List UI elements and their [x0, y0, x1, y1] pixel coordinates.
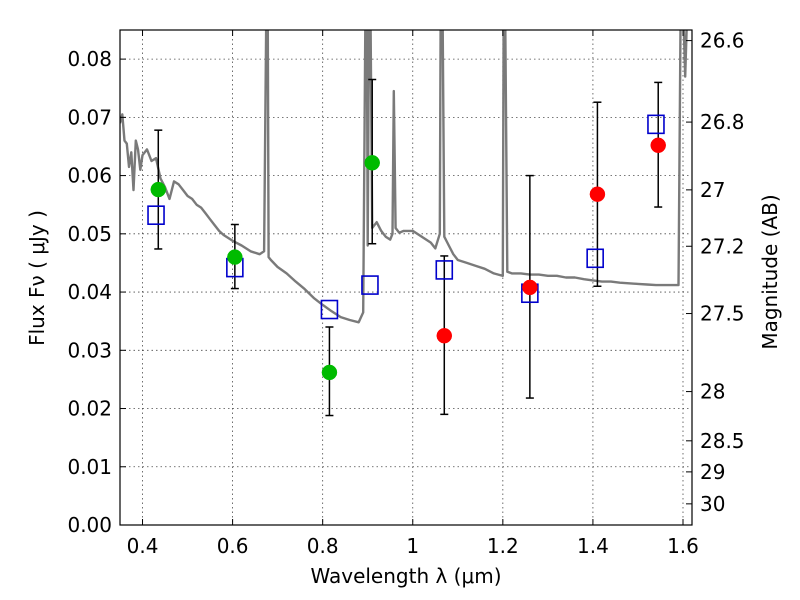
model-square-point [435, 260, 454, 280]
y-tick-label: 0.01 [67, 455, 112, 479]
mag-tick-label: 26.8 [700, 110, 745, 134]
y-tick-label: 0.06 [67, 164, 112, 188]
y-tick-label: 0.02 [67, 397, 112, 421]
green-data-point [150, 181, 167, 198]
x-tick-label: 1 [406, 534, 419, 558]
x-tick-label: 0.4 [127, 534, 159, 558]
mag-tick-label: 26.6 [700, 29, 745, 53]
green-data-point [364, 155, 380, 171]
y-axis-label: Flux Fν ( μJy ) [25, 210, 49, 346]
mag-tick-label: 30 [700, 492, 725, 516]
mag-tick-label: 29 [700, 460, 725, 484]
spectrum-line [120, 30, 688, 324]
x-tick-label: 1.2 [487, 534, 519, 558]
x-tick-label: 0.6 [217, 534, 249, 558]
red-data-point [589, 186, 606, 202]
model-square-point [147, 205, 165, 225]
y2-axis-label: Magnitude (AB) [758, 194, 782, 349]
mag-tick-label: 28.5 [700, 429, 745, 453]
green-data-point [227, 249, 243, 265]
y-tick-label: 0.05 [67, 222, 112, 246]
y-tick-label: 0.00 [67, 513, 112, 537]
axes-ticks: 0.4 0.6 0.8 1 1.2 1.4 1.6 0.00 0.01 0.02 0.03 0.04 0… [67, 29, 744, 558]
red-data-point [436, 327, 453, 344]
model-square-point [320, 299, 339, 320]
mag-tick-label: 28 [700, 380, 725, 404]
plot-area [120, 30, 688, 417]
y-tick-label: 0.03 [67, 338, 112, 362]
grid [120, 30, 692, 526]
model-square-point [361, 275, 379, 295]
x-axis-label: Wavelength λ (μm) [310, 564, 501, 588]
red-data-point [650, 137, 666, 154]
model-square-point [647, 114, 665, 135]
mag-tick-label: 27.2 [700, 234, 745, 258]
y-tick-label: 0.07 [67, 105, 112, 129]
x-tick-label: 0.8 [307, 534, 339, 558]
plot-frame [119, 29, 693, 526]
x-tick-label: 1.4 [577, 534, 609, 558]
green-data-point [321, 364, 338, 381]
model-square-point [586, 248, 604, 269]
mag-tick-label: 27 [700, 178, 725, 202]
y-tick-label: 0.08 [67, 47, 112, 71]
red-data-point [522, 279, 538, 296]
y-tick-label: 0.04 [67, 280, 112, 304]
mag-tick-label: 27.5 [700, 302, 745, 326]
x-tick-label: 1.6 [667, 534, 699, 558]
